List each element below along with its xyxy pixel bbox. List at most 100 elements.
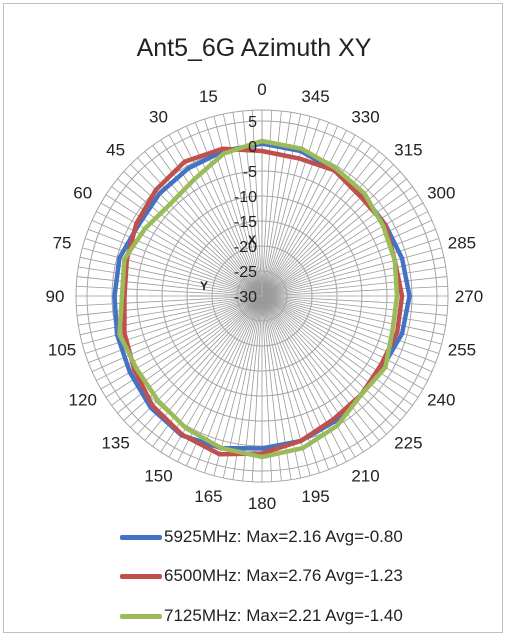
radial-tick-label: 0 <box>248 139 257 156</box>
polar-spoke <box>100 295 263 390</box>
polar-spoke <box>261 145 372 297</box>
angle-tick-label: 15 <box>199 87 218 106</box>
radial-tick-label: -25 <box>234 264 257 281</box>
radial-tick-label: 5 <box>248 114 257 131</box>
polar-spoke <box>261 266 446 297</box>
polar-spoke <box>130 164 263 297</box>
polar-spoke <box>261 295 424 390</box>
polar-spoke <box>213 295 263 476</box>
polar-spoke <box>251 110 263 297</box>
radial-tick-label: -5 <box>243 164 257 181</box>
polar-spoke <box>261 194 419 297</box>
radial-tick-label: -10 <box>234 189 257 206</box>
angle-tick-label: 0 <box>257 80 266 99</box>
polar-spoke <box>261 211 428 297</box>
polar-spoke <box>261 295 428 381</box>
polar-spoke <box>137 157 263 297</box>
series-line-2 <box>117 138 400 460</box>
polar-spoke <box>261 295 302 479</box>
polar-spoke <box>232 112 263 297</box>
angle-tick-label: 270 <box>455 287 483 306</box>
angle-tick-labels: 0 15 30 45 60 75 90 105 120 135 150 165 180 195 210 225… <box>46 80 484 513</box>
legend-entry: 6500MHz: Max=2.76 Avg=-1.23 <box>120 561 403 591</box>
angle-tick-label: 195 <box>301 487 329 506</box>
polar-spoke <box>261 247 442 297</box>
polar-spoke <box>105 194 263 297</box>
polar-spoke <box>261 171 401 297</box>
angle-tick-label: 30 <box>149 108 168 127</box>
polar-spoke <box>79 256 263 297</box>
legend-entry: 5925MHz: Max=2.16 Avg=-0.80 <box>120 522 403 552</box>
angle-tick-label: 90 <box>46 287 65 306</box>
polar-spoke <box>251 295 263 482</box>
polar-spoke <box>261 295 387 435</box>
angle-tick-label: 150 <box>144 466 172 485</box>
legend-label: 7125MHz: Max=2.21 Avg=-1.40 <box>164 606 403 625</box>
polar-spoke <box>261 238 440 297</box>
polar-spoke <box>76 285 263 297</box>
polar-spoke <box>111 186 263 297</box>
angle-tick-label: 165 <box>194 487 222 506</box>
polar-spoke <box>88 228 263 297</box>
angle-tick-label: 315 <box>394 141 422 160</box>
polar-spoke <box>261 151 380 297</box>
angle-tick-label: 210 <box>351 466 379 485</box>
polar-spoke <box>261 202 424 297</box>
polar-spoke <box>105 295 263 398</box>
polar-spoke <box>261 256 445 297</box>
angle-tick-label: 300 <box>427 184 455 203</box>
legend-swatch <box>120 613 162 619</box>
polar-spoke <box>261 295 440 354</box>
radial-tick-labels: 5 0 -5 -10 -15 -20 -25 -30 <box>234 114 257 306</box>
angle-tick-label: 60 <box>73 184 92 203</box>
series-line-1 <box>122 146 405 457</box>
polar-spoke <box>261 125 339 297</box>
legend-entry: 7125MHz: Max=2.21 Avg=-1.40 <box>120 601 403 631</box>
polar-spoke <box>84 238 263 297</box>
polar-spoke <box>88 295 263 364</box>
y-axis-marker: Y <box>200 279 208 293</box>
polar-spoke <box>222 113 263 297</box>
polar-spoke <box>261 295 292 480</box>
polar-spoke <box>261 295 407 414</box>
polar-spoke <box>261 110 282 297</box>
legend-swatch <box>120 534 162 540</box>
polar-spoke <box>185 125 263 297</box>
angle-tick-label: 75 <box>53 233 72 252</box>
polar-spoke <box>261 295 436 364</box>
angle-tick-label: 255 <box>448 341 476 360</box>
polar-spoke <box>82 247 263 297</box>
polar-spoke <box>261 130 347 297</box>
polar-spoke <box>261 295 433 373</box>
polar-spoke <box>261 295 311 476</box>
polar-spoke <box>76 295 263 316</box>
polar-spoke <box>96 211 263 297</box>
polar-spoke <box>261 295 380 441</box>
polar-spoke <box>261 118 320 297</box>
polar-spoke <box>82 295 263 345</box>
polar-spoke <box>261 295 445 336</box>
polar-spoke <box>117 178 263 297</box>
angle-tick-label: 285 <box>448 233 476 252</box>
polar-spoke <box>261 295 419 398</box>
polar-spoke <box>261 276 448 297</box>
polar-spoke <box>261 219 433 297</box>
angle-tick-label: 330 <box>351 108 379 127</box>
polar-spoke <box>261 157 387 297</box>
polar-spoke <box>261 295 394 428</box>
radial-tick-label: -15 <box>234 214 257 231</box>
polar-spoke <box>261 295 448 307</box>
polar-spoke <box>76 295 263 307</box>
radial-tick-label: -30 <box>234 289 257 306</box>
polar-spoke <box>144 151 263 297</box>
polar-spoke <box>96 295 263 381</box>
polar-spoke <box>261 295 339 467</box>
polar-spoke <box>177 295 263 462</box>
series-layer <box>112 138 412 460</box>
angle-tick-label: 45 <box>106 141 125 160</box>
polar-spoke <box>84 295 263 354</box>
polar-spoke <box>261 139 364 297</box>
polar-spoke <box>261 295 448 316</box>
polar-spoke <box>261 295 347 462</box>
